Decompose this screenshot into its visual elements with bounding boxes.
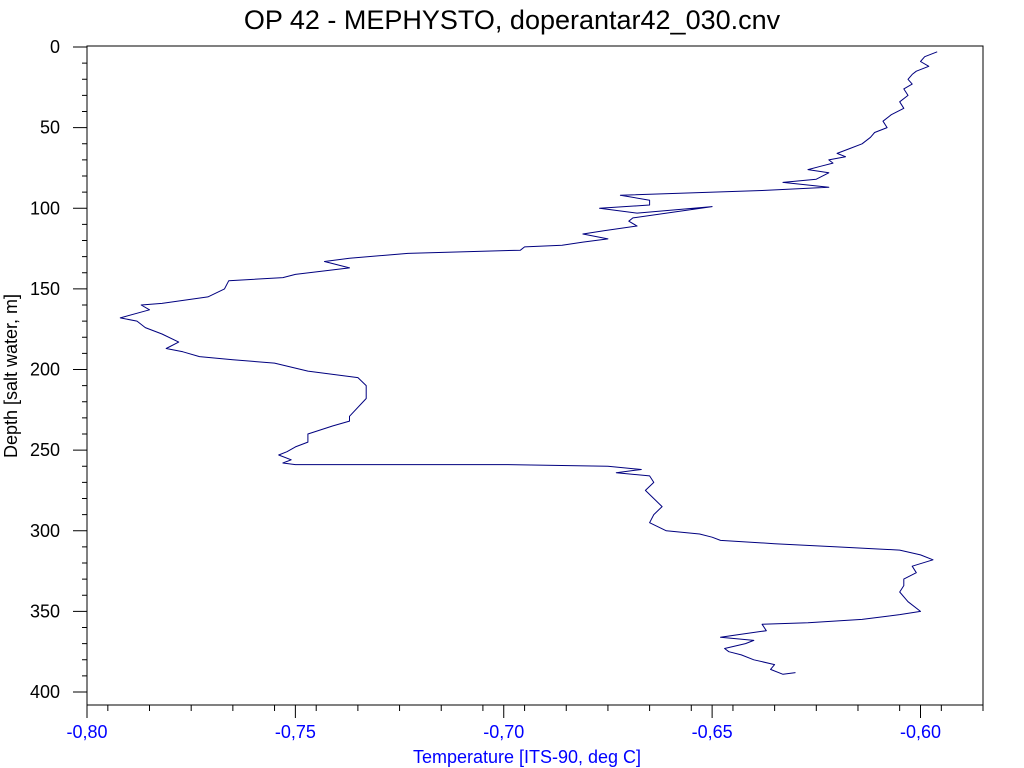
x-axis-title: Temperature [ITS-90, deg C] (413, 747, 641, 767)
y-tick-label: 0 (50, 37, 60, 57)
x-tick-label: -0,65 (692, 722, 733, 742)
y-tick-label: 150 (30, 279, 60, 299)
x-tick-label: -0,70 (483, 722, 524, 742)
series-layer (119, 51, 938, 675)
y-tick-label: 100 (30, 198, 60, 218)
y-tick-label: 300 (30, 521, 60, 541)
y-tick-label: 400 (30, 682, 60, 702)
x-tick-label: -0,75 (275, 722, 316, 742)
y-tick-label: 200 (30, 360, 60, 380)
chart-title: OP 42 - MEPHYSTO, doperantar42_030.cnv (244, 5, 781, 35)
y-tick-label: 350 (30, 601, 60, 621)
y-tick-label: 250 (30, 440, 60, 460)
x-tick-label: -0,60 (900, 722, 941, 742)
y-axis-title: Depth [salt water, m] (1, 294, 21, 458)
series-line (119, 51, 938, 675)
x-axis: -0,80 -0,75 -0,70 -0,65 -0,60 (66, 705, 984, 742)
x-tick-label: -0,80 (66, 722, 107, 742)
y-axis: 0 50 100 150 200 250 300 350 400 (30, 37, 87, 702)
y-tick-label: 50 (40, 118, 60, 138)
plot-area (86, 45, 984, 706)
